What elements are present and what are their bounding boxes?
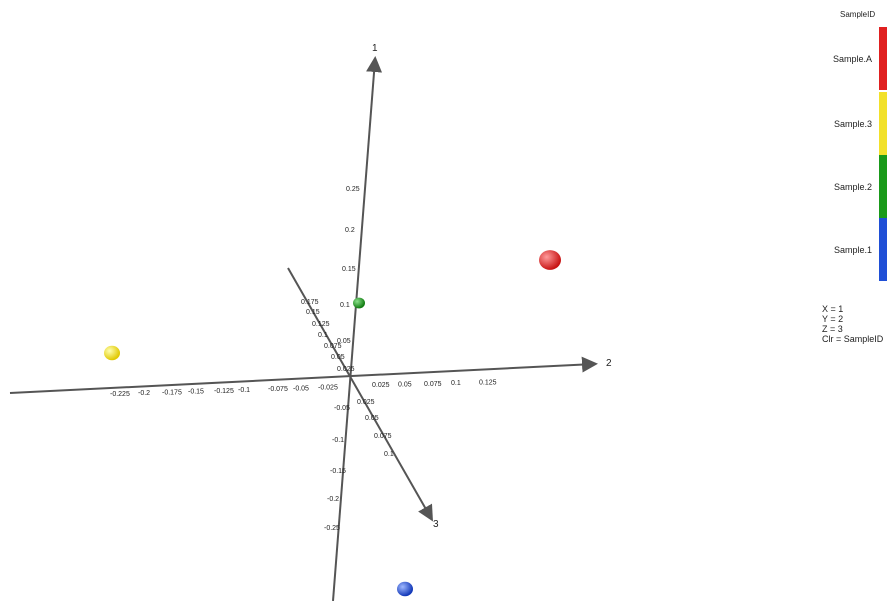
axis-1-tick-label: -0.05 [334,405,350,412]
axis-1-line [332,56,383,601]
axis-2-line [9,356,598,394]
axis-2-tick-label: 0.05 [398,381,412,388]
mapping-color: Clr = SampleID [822,334,884,344]
axis-2-tick-label: -0.025 [318,385,338,392]
axis-3-tick-label: 0.05 [365,415,379,422]
legend-label: Sample.2 [833,182,872,192]
axis-1-tick-label: 0.1 [340,302,350,309]
axis-2-tick-label: -0.225 [110,391,130,398]
axis-3-tick-label: 0.025 [357,399,375,406]
axis-1-tick-label: -0.2 [327,496,339,503]
axis-2-tick-label: -0.1 [238,387,250,394]
axis-1-tick-label: -0.1 [332,437,344,444]
axis-3-tick-label: 0.025 [337,366,355,373]
axis-1-tick-label: 0.05 [337,338,351,345]
axis-3-tick-label: 0.175 [301,299,319,306]
data-point-sample-3[interactable] [104,345,120,361]
axis-2-tick-label: 0.125 [479,380,497,387]
data-points [104,250,561,597]
tick-labels: -0.225 -0.2 -0.175 -0.15 -0.125 -0.1 -0.075 -0.… [110,186,497,532]
legend-swatch [879,155,887,218]
axis-1-tick-label: -0.25 [324,525,340,532]
axis-1-tick-label: 0.15 [342,266,356,273]
axis-mapping: X = 1 Y = 2 Z = 3 Clr = SampleID [822,304,883,344]
axis-2-tick-label: -0.15 [188,389,204,396]
axis-3-name: 3 [433,519,439,530]
legend-label: Sample.1 [833,245,872,255]
legend-title: SampleID [840,10,876,19]
axis-2-tick-label: -0.05 [293,385,309,392]
axis-1-tick-label: -0.15 [330,468,346,475]
axis-2-tick-label: -0.2 [138,390,150,397]
axis-1-tick-label: 0.25 [346,186,360,193]
mapping-y: Y = 2 [822,314,844,324]
axis-2-tick-label: 0.1 [451,380,461,387]
axis-1-tick-label: 0.2 [345,227,355,234]
axis-3-tick-label: 0.15 [306,309,320,316]
axis-3-line [287,267,433,522]
legend-label: Sample.3 [833,119,872,129]
axis-2-tick-label: 0.075 [424,381,442,388]
axis-1-name: 1 [372,43,378,54]
axis-3-tick-label: 0.125 [312,321,330,328]
mapping-z: Z = 3 [822,324,843,334]
legend-label: Sample.A [832,54,872,64]
axis-2-tick-label: -0.125 [214,388,234,395]
axis-2-name: 2 [606,358,612,369]
axis-3-tick-label: 0.1 [318,332,328,339]
mapping-x: X = 1 [822,304,844,314]
axis-3-tick-label: 0.05 [331,354,345,361]
axis-2-tick-label: -0.075 [268,386,288,393]
data-point-sample-a[interactable] [539,250,561,270]
data-point-sample-2[interactable] [353,297,365,309]
legend-swatch [879,27,887,90]
axis-2-tick-label: -0.175 [162,389,182,396]
legend-swatch [879,92,887,155]
axis-3-tick-label: 0.075 [374,433,392,440]
axis-3-tick-label: 0.1 [384,451,394,458]
axis-3-tick-label: 0.075 [324,343,342,350]
legend-swatch [879,218,887,281]
axis-2-tick-label: 0.025 [372,382,390,389]
data-point-sample-1[interactable] [397,581,413,597]
